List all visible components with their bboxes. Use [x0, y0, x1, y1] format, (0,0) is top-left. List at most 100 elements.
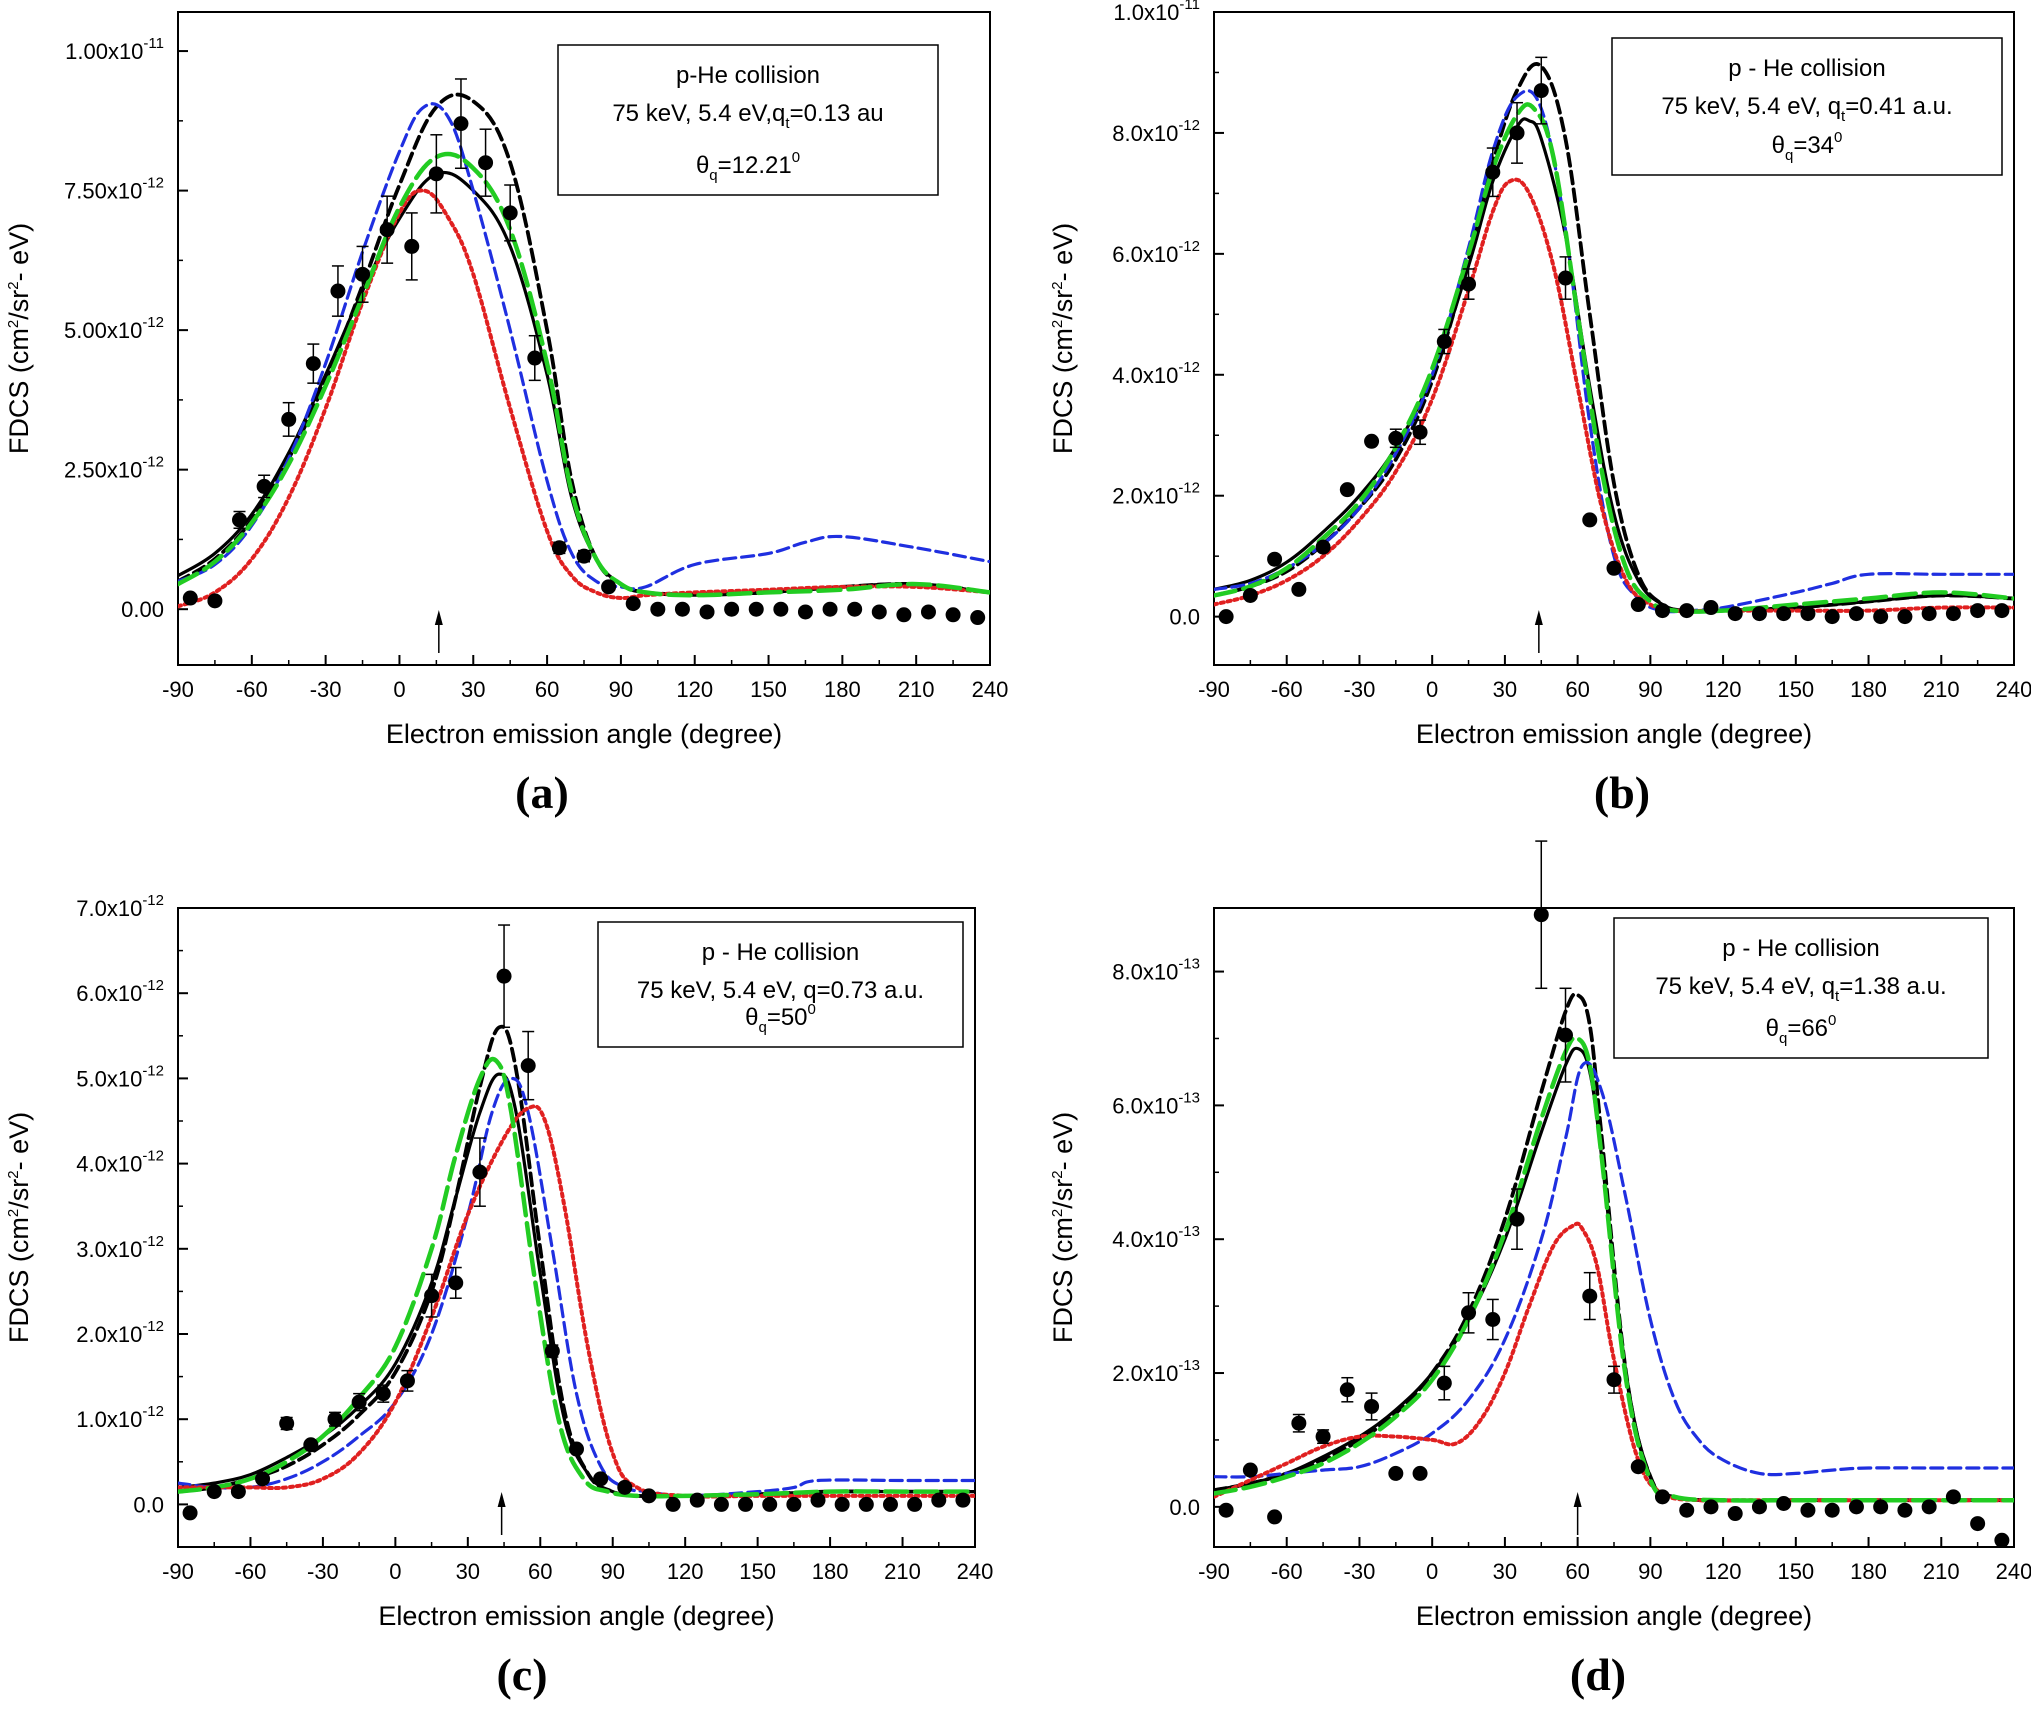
y-tick-label-b: 8.0x10-12 [1112, 117, 1200, 146]
series-line-dot-red-a [178, 188, 990, 609]
x-axis-title-d: Electron emission angle (degree) [1416, 1601, 1812, 1631]
x-tick-label-d: 60 [1565, 1559, 1589, 1584]
y-tick-label-b: 6.0x10-12 [1112, 238, 1200, 267]
data-point-b [1364, 433, 1380, 449]
data-point-b [1776, 606, 1792, 622]
x-tick-label-b: 210 [1923, 677, 1960, 702]
data-point-a [797, 604, 813, 620]
data-point-d [1630, 1459, 1646, 1475]
panel-a: (a) -90 -60 -30 0 30 60 90 120 150 180 210 240 0.00 2… [4, 11, 1008, 818]
data-point-a [207, 593, 223, 609]
q-direction-arrowhead-c [497, 1492, 506, 1507]
data-point-b [1679, 603, 1695, 619]
data-point-d [1509, 1211, 1525, 1227]
x-tick-label-a: 30 [461, 677, 485, 702]
data-point-c [907, 1496, 923, 1512]
data-point-b [1751, 606, 1767, 622]
y-tick-label-c: 5.0x10-12 [76, 1062, 164, 1091]
data-point-d [1994, 1532, 2010, 1548]
data-point-b [1509, 125, 1525, 141]
data-point-b [1315, 539, 1331, 555]
data-point-c [641, 1488, 657, 1504]
x-tick-label-c: -30 [307, 1559, 339, 1584]
data-point-b [1436, 334, 1452, 350]
data-point-b [1485, 164, 1501, 180]
data-point-b [1267, 551, 1283, 567]
y-tick-label-b: 2.0x10-12 [1112, 480, 1200, 509]
y-tick-label-a: 0.00 [121, 597, 164, 622]
legend-title-a: p-He collision [676, 62, 820, 89]
data-point-d [1727, 1506, 1743, 1522]
y-tick-label-b: 1.0x10-11 [1113, 0, 1200, 25]
series-line-dash-black-c [178, 1024, 975, 1499]
x-tick-label-a: 60 [535, 677, 559, 702]
data-point-d [1751, 1499, 1767, 1515]
x-tick-label-c: -60 [235, 1559, 267, 1584]
x-tick-label-b: 30 [1493, 677, 1517, 702]
legend-parameters-c: 75 keV, 5.4 eV, q=0.73 a.u. [637, 977, 924, 1004]
data-point-d [1436, 1375, 1452, 1391]
data-point-a [453, 116, 469, 132]
y-axis-title-b: FDCS (cm2/sr2- eV) [1048, 223, 1078, 454]
data-point-d [1606, 1372, 1622, 1388]
data-point-d [1533, 907, 1549, 923]
y-tick-label-c: 2.0x10-12 [76, 1318, 164, 1347]
data-point-a [551, 540, 567, 556]
data-point-b [1218, 609, 1234, 625]
x-tick-label-d: 120 [1705, 1559, 1742, 1584]
x-tick-label-a: -60 [236, 677, 268, 702]
data-point-a [355, 266, 371, 282]
data-point-c [472, 1164, 488, 1180]
data-point-c [255, 1471, 271, 1487]
data-point-d [1703, 1499, 1719, 1515]
data-point-c [375, 1386, 391, 1402]
x-tick-label-c: 120 [667, 1559, 704, 1584]
data-point-a [674, 601, 690, 617]
x-tick-label-d: 30 [1493, 1559, 1517, 1584]
data-point-c [399, 1373, 415, 1389]
q-direction-arrowhead-d [1573, 1492, 1582, 1507]
data-point-b [1582, 512, 1598, 528]
data-point-d [1315, 1429, 1331, 1445]
x-tick-label-a: 120 [676, 677, 713, 702]
data-point-a [896, 607, 912, 623]
y-tick-label-a: 1.00x10-11 [65, 35, 164, 64]
data-point-a [822, 601, 838, 617]
data-point-d [1679, 1502, 1695, 1518]
x-axis-title-c: Electron emission angle (degree) [378, 1601, 774, 1631]
data-point-c [931, 1492, 947, 1508]
panel-label-b: (b) [1594, 767, 1650, 818]
x-tick-label-d: 0 [1426, 1559, 1438, 1584]
y-tick-label-c: 7.0x10-12 [76, 892, 164, 921]
legend-theta-c: θq=500 [745, 1001, 816, 1036]
data-point-a [871, 604, 887, 620]
x-tick-label-c: 60 [528, 1559, 552, 1584]
data-point-b [1945, 606, 1961, 622]
panel-b: (b) -90 -60 -30 0 30 60 90 120 150 180 210 240 0.0 2.… [1048, 0, 2031, 818]
y-tick-label-a: 2.50x10-12 [64, 454, 164, 483]
data-point-a [330, 283, 346, 299]
legend-box-b [1611, 37, 2003, 176]
data-point-b [1630, 597, 1646, 613]
data-point-b [1533, 83, 1549, 99]
legend-box-a [557, 44, 939, 196]
data-point-b [1412, 424, 1428, 440]
legend-parameters-d: 75 keV, 5.4 eV, qt=1.38 a.u. [1655, 973, 1946, 1005]
x-tick-label-c: 90 [600, 1559, 624, 1584]
x-tick-label-b: -90 [1198, 677, 1230, 702]
x-tick-label-c: 150 [739, 1559, 776, 1584]
data-point-a [182, 590, 198, 606]
x-tick-label-b: 150 [1777, 677, 1814, 702]
data-point-b [1558, 270, 1574, 286]
panel-c: (c) -90 -60 -30 0 30 60 90 120 150 180 210 240 0.0 1.… [4, 892, 993, 1700]
data-point-d [1776, 1496, 1792, 1512]
panel-label-d: (d) [1570, 1649, 1626, 1700]
data-point-a [281, 411, 297, 427]
data-point-b [1461, 276, 1477, 292]
data-point-a [847, 601, 863, 617]
data-point-d [1945, 1489, 1961, 1505]
data-point-d [1970, 1516, 1986, 1532]
x-tick-label-a: 210 [898, 677, 935, 702]
series-line-solid-black-b [1214, 117, 2014, 613]
y-tick-label-c: 0.0 [133, 1492, 164, 1517]
